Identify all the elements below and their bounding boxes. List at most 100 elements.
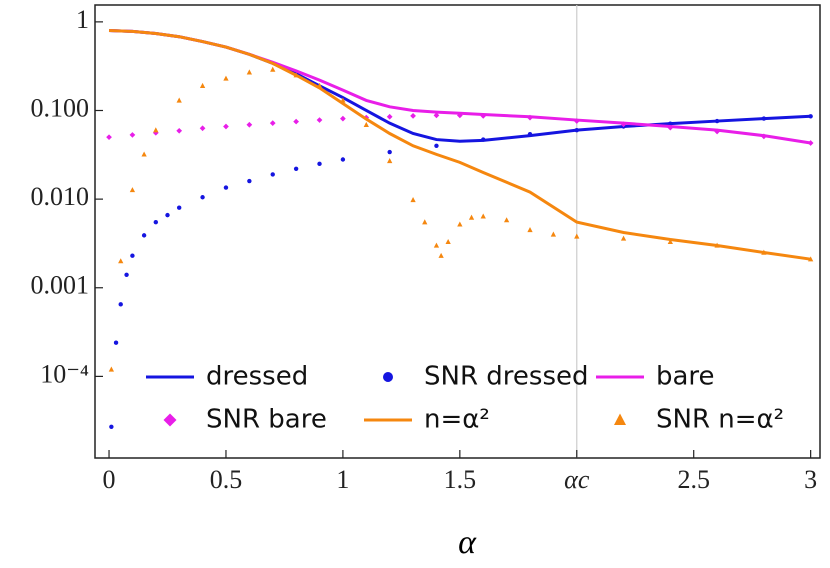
series-line <box>108 28 811 145</box>
point <box>457 221 463 227</box>
point <box>668 121 673 126</box>
point <box>270 66 276 72</box>
point <box>714 118 720 124</box>
point <box>480 112 487 119</box>
point <box>176 97 182 103</box>
point <box>445 238 451 245</box>
x-tick-label: 1.5 <box>444 465 477 494</box>
point <box>667 238 673 245</box>
point <box>293 118 299 125</box>
point <box>223 75 229 81</box>
point <box>433 112 440 119</box>
point <box>223 185 229 190</box>
point <box>438 252 444 258</box>
point <box>503 217 510 223</box>
point <box>387 158 393 164</box>
point <box>316 82 323 88</box>
x-tick-label: 2.5 <box>677 465 710 494</box>
point <box>141 233 147 238</box>
point <box>165 212 170 218</box>
point <box>434 143 439 148</box>
point <box>422 219 428 225</box>
point <box>176 205 182 210</box>
point <box>433 242 440 248</box>
point <box>468 214 475 220</box>
point <box>340 157 346 162</box>
point <box>573 118 580 124</box>
point <box>246 121 253 128</box>
point <box>808 256 814 262</box>
x-axis-label: α <box>458 524 477 561</box>
point <box>223 123 229 130</box>
point <box>386 113 393 120</box>
plot-frame <box>94 4 821 459</box>
point <box>317 161 322 167</box>
point <box>246 69 252 75</box>
point <box>199 125 206 132</box>
x-tick-label: 0 <box>103 465 116 494</box>
point <box>410 112 416 119</box>
x-tick-label: αc <box>564 465 590 494</box>
legend-label: n=α² <box>424 405 490 435</box>
point <box>620 235 627 241</box>
y-tick-label: 10⁻⁴ <box>40 359 89 388</box>
point <box>270 172 275 177</box>
point <box>293 72 299 78</box>
series-line <box>108 28 811 261</box>
legend-label: SNR n=α² <box>656 405 784 435</box>
y-tick-label: 0.010 <box>31 182 90 211</box>
point <box>293 166 299 171</box>
point <box>667 124 674 131</box>
point <box>363 121 369 127</box>
point <box>761 133 767 140</box>
point <box>340 115 346 122</box>
point <box>456 112 463 119</box>
point <box>808 114 813 119</box>
point <box>714 242 720 248</box>
point <box>527 132 533 137</box>
point <box>106 134 112 141</box>
point <box>761 249 767 255</box>
legend-label: dressed <box>206 362 308 392</box>
point <box>620 121 627 128</box>
point <box>129 187 136 193</box>
point <box>130 253 135 258</box>
point <box>761 116 767 121</box>
point <box>153 127 159 133</box>
point <box>574 127 579 133</box>
point <box>108 366 115 372</box>
point <box>480 213 486 219</box>
point <box>118 258 124 264</box>
y-tick-label: 1 <box>76 5 89 34</box>
series-line <box>108 28 811 143</box>
legend-label: bare <box>656 362 715 392</box>
point <box>574 233 580 239</box>
legend-label: SNR dressed <box>424 362 589 392</box>
point <box>481 137 486 142</box>
point <box>247 178 252 184</box>
point <box>118 302 123 307</box>
y-tick-label: 0.001 <box>31 271 90 300</box>
point <box>200 195 205 200</box>
point <box>124 272 129 278</box>
y-tick-label: 0.100 <box>31 93 90 122</box>
point <box>714 128 720 135</box>
legend-label: SNR bare <box>206 405 327 435</box>
point <box>527 114 533 121</box>
x-tick-label: 0.5 <box>210 465 243 494</box>
point <box>109 424 114 429</box>
point <box>410 197 416 203</box>
x-tick-label: 3 <box>804 465 817 494</box>
point <box>550 231 557 237</box>
point <box>199 82 206 88</box>
point <box>176 127 183 134</box>
legend-swatch <box>383 372 393 382</box>
point <box>269 120 276 127</box>
point <box>387 149 392 155</box>
point <box>153 219 159 225</box>
point <box>113 340 119 345</box>
legend-swatch <box>163 413 177 427</box>
point <box>340 97 346 103</box>
